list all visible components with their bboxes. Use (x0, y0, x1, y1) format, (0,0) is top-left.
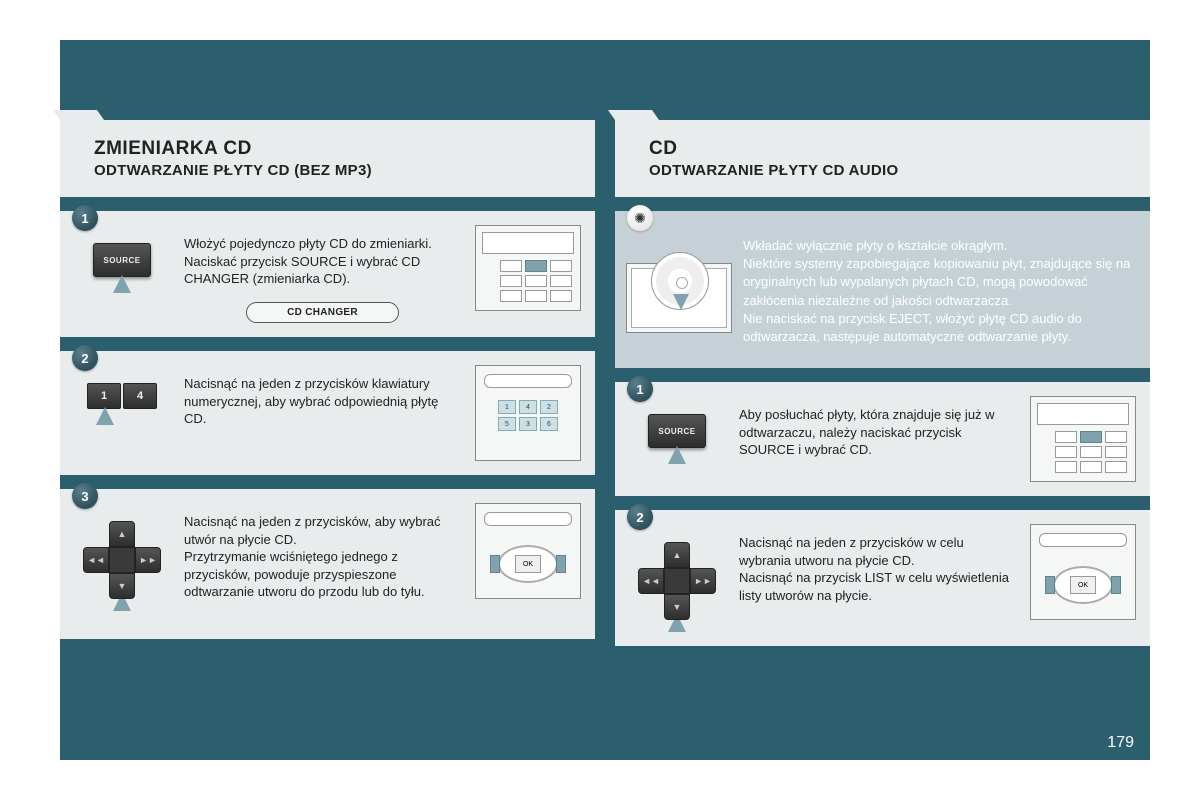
cd-insert-illustration (629, 233, 729, 333)
step-text: Nacisnąć na jeden z przycisków w celu wy… (739, 524, 1016, 604)
step-number-badge: 1 (627, 376, 653, 402)
keypad-cell: 6 (540, 417, 558, 431)
info-description: Wkładać wyłącznie płyty o kształcie okrą… (743, 238, 1130, 344)
right-column: CD ODTWARZANIE PŁYTY CD AUDIO ✺ Wkładać … (615, 120, 1150, 760)
pointer-arrow-icon (96, 407, 114, 425)
page-number: 179 (1107, 734, 1134, 752)
device-illustration: OK (473, 503, 583, 599)
device-illustration (1028, 396, 1138, 482)
source-button-graphic: SOURCE (93, 243, 151, 277)
dpad-graphic: ▲ ▼ ◄◄ ►► (638, 542, 716, 620)
nav-wheel-graphic: OK (1030, 524, 1136, 620)
step-number-badge: 1 (72, 205, 98, 231)
step-number-badge: 3 (72, 483, 98, 509)
step-description: Włożyć pojedynczo płyty CD do zmieniarki… (184, 235, 461, 288)
control-illustration: ▲ ▼ ◄◄ ►► (72, 503, 172, 611)
left-step-2: 2 1 4 Nacisnąć na jeden z przycisków kla… (60, 351, 595, 475)
right-step-1: 1 SOURCE Aby posłuchać płyty, która znaj… (615, 382, 1150, 496)
step-number-badge: 2 (627, 504, 653, 530)
step-description: Nacisnąć na jeden z przycisków klawiatur… (184, 376, 438, 426)
radio-unit-graphic (475, 225, 581, 311)
keypad-graphic: 1 4 2 5 3 6 (475, 365, 581, 461)
device-illustration: 1 4 2 5 3 6 (473, 365, 583, 461)
device-illustration: OK (1028, 524, 1138, 620)
pointer-arrow-icon (668, 446, 686, 464)
left-step-1: 1 SOURCE Włożyć pojedynczo płyty CD do z… (60, 211, 595, 337)
cd-insert-graphic (626, 263, 732, 333)
dpad-graphic: ▲ ▼ ◄◄ ►► (83, 521, 161, 599)
left-column: ZMIENIARKA CD ODTWARZANIE PŁYTY CD (BEZ … (60, 120, 595, 760)
control-illustration: 1 4 (72, 365, 172, 425)
right-title: CD (649, 138, 1128, 160)
two-column-layout: ZMIENIARKA CD ODTWARZANIE PŁYTY CD (BEZ … (60, 40, 1150, 760)
left-header-card: ZMIENIARKA CD ODTWARZANIE PŁYTY CD (BEZ … (60, 120, 595, 197)
source-button-graphic: SOURCE (648, 414, 706, 448)
insert-arrow-icon (673, 294, 689, 310)
keypad-cell: 5 (498, 417, 516, 431)
keypad-cell: 3 (519, 417, 537, 431)
step-text: Aby posłuchać płyty, która znajduje się … (739, 396, 1016, 459)
ok-label: OK (515, 555, 541, 573)
step-description: Nacisnąć na jeden z przycisków, aby wybr… (184, 514, 441, 599)
left-subtitle: ODTWARZANIE PŁYTY CD (BEZ MP3) (94, 162, 573, 179)
key-1: 1 (87, 383, 121, 409)
keypad-cell: 2 (540, 400, 558, 414)
step-text: Nacisnąć na jeden z przycisków klawiatur… (184, 365, 461, 428)
left-step-3: 3 ▲ ▼ ◄◄ ►► Nacisnąć na jeden z przycisk… (60, 489, 595, 639)
header-tab-notch (53, 110, 104, 120)
info-text: Wkładać wyłącznie płyty o kształcie okrą… (743, 233, 1134, 346)
header-tab-notch (608, 110, 659, 120)
radio-unit-graphic (1030, 396, 1136, 482)
step-text: Nacisnąć na jeden z przycisków, aby wybr… (184, 503, 461, 601)
control-illustration: SOURCE (627, 396, 727, 464)
device-illustration (473, 225, 583, 311)
cd-info-card: ✺ Wkładać wyłącznie płyty o kształcie ok… (615, 211, 1150, 368)
control-illustration: ▲ ▼ ◄◄ ►► (627, 524, 727, 632)
step-text: Włożyć pojedynczo płyty CD do zmieniarki… (184, 225, 461, 323)
number-keys-graphic: 1 4 (87, 383, 157, 409)
right-header-card: CD ODTWARZANIE PŁYTY CD AUDIO (615, 120, 1150, 197)
pointer-arrow-icon (113, 275, 131, 293)
left-title: ZMIENIARKA CD (94, 138, 573, 160)
tip-bulb-icon: ✺ (627, 205, 653, 231)
keypad-cell: 4 (519, 400, 537, 414)
manual-page: ZMIENIARKA CD ODTWARZANIE PŁYTY CD (BEZ … (60, 40, 1150, 760)
nav-wheel-graphic: OK (475, 503, 581, 599)
control-illustration: SOURCE (72, 225, 172, 293)
cd-changer-pill: CD CHANGER (246, 302, 399, 324)
right-subtitle: ODTWARZANIE PŁYTY CD AUDIO (649, 162, 1128, 179)
ok-label: OK (1070, 576, 1096, 594)
keypad-cell: 1 (498, 400, 516, 414)
step-description: Nacisnąć na jeden z przycisków w celu wy… (739, 535, 1009, 603)
step-number-badge: 2 (72, 345, 98, 371)
right-step-2: 2 ▲ ▼ ◄◄ ►► Nacisnąć na jeden z przycisk… (615, 510, 1150, 646)
key-4: 4 (123, 383, 157, 409)
step-description: Aby posłuchać płyty, która znajduje się … (739, 407, 995, 457)
